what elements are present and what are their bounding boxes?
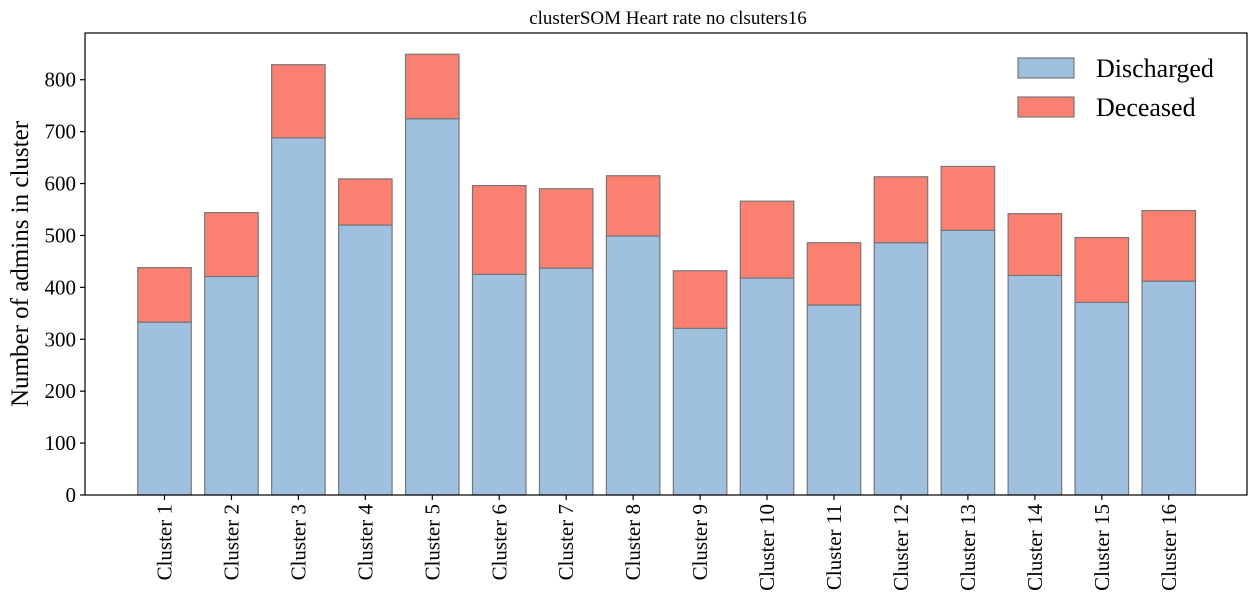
bar-discharged-9: [672, 327, 728, 496]
y-axis-label: Number of admins in cluster: [7, 120, 34, 407]
x-tick-label-1: Cluster 1: [153, 504, 177, 580]
x-tick-label-15: Cluster 15: [1090, 504, 1114, 591]
y-tick-label-500: 500: [45, 223, 77, 247]
y-tick-label-700: 700: [45, 120, 77, 144]
bar-discharged-1: [137, 321, 192, 496]
y-tick-label-400: 400: [45, 275, 77, 299]
bar-deceased-9: [672, 270, 728, 329]
bar-deceased-14: [1007, 213, 1063, 277]
bars-group: [137, 53, 1197, 496]
y-tick-label-0: 0: [66, 483, 77, 507]
bar-deceased-3: [271, 64, 326, 139]
bar-discharged-7: [538, 267, 594, 496]
bar-deceased-11: [806, 242, 862, 306]
legend-label-deceased: Deceased: [1096, 93, 1196, 122]
x-tick-label-14: Cluster 14: [1023, 504, 1047, 591]
bar-discharged-5: [404, 118, 460, 496]
bar-discharged-6: [471, 273, 527, 496]
bar-deceased-4: [338, 178, 393, 226]
y-axis: 0 100 200 300 400 500 600 700 800: [45, 68, 85, 507]
bar-deceased-2: [204, 212, 259, 278]
bar-deceased-15: [1074, 236, 1130, 304]
x-tick-label-11: Cluster 11: [822, 504, 846, 590]
chart-title: clusterSOM Heart rate no clsuters16: [529, 8, 807, 29]
x-tick-label-16: Cluster 16: [1157, 504, 1181, 591]
legend-label-discharged: Discharged: [1096, 54, 1214, 83]
bar-deceased-12: [873, 176, 929, 244]
bar-discharged-2: [204, 275, 259, 496]
bar-discharged-3: [271, 137, 326, 496]
legend-swatch-deceased: [1017, 96, 1075, 118]
bar-discharged-4: [338, 224, 393, 496]
x-tick-label-6: Cluster 6: [487, 504, 511, 580]
y-tick-label-800: 800: [45, 68, 77, 92]
x-tick-label-7: Cluster 7: [554, 504, 578, 580]
plot-frame: [84, 32, 1248, 496]
x-tick-label-12: Cluster 12: [889, 504, 913, 591]
bar-discharged-16: [1141, 280, 1197, 496]
y-tick-label-200: 200: [45, 379, 77, 403]
legend-swatch-discharged: [1017, 57, 1075, 79]
bar-discharged-12: [873, 242, 929, 496]
bar-deceased-13: [940, 165, 996, 231]
x-tick-label-2: Cluster 2: [219, 504, 243, 580]
bar-deceased-1: [137, 267, 192, 323]
x-tick-label-10: Cluster 10: [755, 504, 779, 591]
bar-deceased-5: [404, 53, 460, 120]
x-tick-label-13: Cluster 13: [956, 504, 980, 591]
x-axis: Cluster 1 Cluster 2 Cluster 3 Cluster 4 Clus…: [153, 495, 1181, 591]
bar-discharged-11: [806, 304, 862, 496]
bar-deceased-7: [538, 188, 594, 269]
y-tick-label-600: 600: [45, 172, 77, 196]
y-tick-label-100: 100: [45, 431, 77, 455]
bar-discharged-15: [1074, 301, 1130, 496]
x-tick-label-3: Cluster 3: [286, 504, 310, 580]
bar-deceased-8: [605, 175, 661, 237]
bar-discharged-13: [940, 229, 996, 496]
bar-discharged-14: [1007, 274, 1063, 496]
x-tick-label-5: Cluster 5: [420, 504, 444, 580]
bar-deceased-10: [739, 200, 795, 279]
bar-deceased-16: [1141, 209, 1197, 282]
y-tick-label-300: 300: [45, 327, 77, 351]
x-tick-label-4: Cluster 4: [353, 504, 377, 581]
legend: Discharged Deceased: [1017, 54, 1214, 122]
bar-discharged-8: [605, 235, 661, 496]
bar-deceased-6: [471, 185, 527, 275]
x-tick-label-8: Cluster 8: [621, 504, 645, 580]
x-tick-label-9: Cluster 9: [688, 504, 712, 580]
bar-discharged-10: [739, 277, 795, 496]
